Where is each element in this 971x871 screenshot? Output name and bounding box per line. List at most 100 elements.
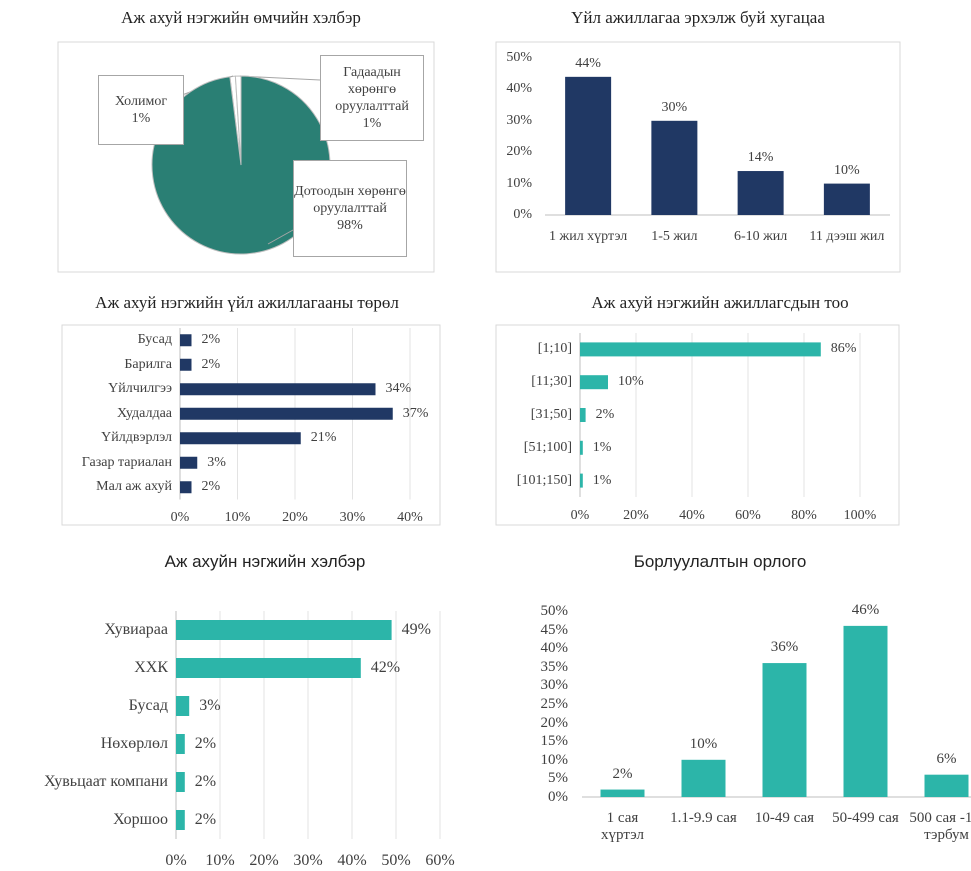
- x-tick-label: 1.1-9.9 сая: [670, 810, 737, 826]
- bar: [176, 772, 185, 792]
- bar: [737, 171, 784, 215]
- value-label: 10%: [834, 162, 860, 178]
- panel: [57, 41, 435, 273]
- bar: [843, 625, 888, 797]
- chart-title: Борлуулалтын орлого: [633, 552, 807, 571]
- x-tick-label: 1-5 жил: [651, 229, 698, 244]
- value-label: 36%: [770, 639, 799, 656]
- bar: [180, 358, 192, 371]
- bar: [823, 183, 870, 215]
- pie-label: Дотоодын хөрөнгө оруулалттай 98%: [293, 160, 407, 257]
- y-tick-label: Хувиараа: [104, 621, 168, 638]
- value-label: 34%: [385, 381, 412, 397]
- x-tick-label: 40%: [679, 508, 705, 523]
- y-tick-label: 40%: [506, 81, 532, 97]
- y-tick-label: 40%: [540, 640, 569, 657]
- value-label: 10%: [618, 374, 644, 390]
- x-tick-label: 10%: [205, 852, 235, 869]
- bar: [180, 432, 301, 445]
- y-tick-label: 50%: [506, 50, 532, 65]
- value-label: 46%: [851, 601, 880, 618]
- slice-name: Холимог: [114, 94, 168, 109]
- value-label: 2%: [612, 765, 633, 782]
- value-label: 1%: [592, 472, 612, 488]
- value-label: 2%: [201, 332, 221, 348]
- panel: [495, 41, 901, 273]
- value-label: 49%: [401, 621, 431, 638]
- y-tick-label: 15%: [540, 733, 569, 750]
- x-tick-label: 30%: [339, 510, 366, 525]
- bar: [651, 120, 698, 215]
- y-tick-label: Хоршоо: [113, 811, 168, 828]
- y-tick-label: 45%: [540, 621, 569, 638]
- value-label: 14%: [747, 150, 774, 166]
- y-tick-label: 0%: [513, 207, 532, 222]
- x-tick-label: 0%: [570, 508, 590, 523]
- chart-title: Аж ахуй нэгжийн ажиллагсдын тоо: [591, 293, 849, 312]
- x-tick-label: 0%: [170, 510, 190, 525]
- value-label: 2%: [194, 811, 217, 828]
- panel: [495, 324, 900, 526]
- chart-title: Үйл ажиллагаа эрхэлж буй хугацаа: [571, 8, 825, 27]
- bar: [180, 481, 192, 494]
- bar: [176, 620, 392, 640]
- x-tick-label: 20%: [249, 852, 279, 869]
- bar: [176, 734, 185, 754]
- x-tick-label: 6-10 жил: [733, 229, 788, 244]
- bar: [176, 658, 361, 678]
- x-tick-label: 11 дээш жил: [809, 229, 885, 244]
- bar: [180, 383, 376, 396]
- value-label: 2%: [595, 407, 615, 422]
- y-tick-label: Бусад: [128, 697, 168, 714]
- slice-name: Гадаадын хөрөнгө оруулалттай: [335, 65, 409, 114]
- value-label: 86%: [830, 341, 857, 357]
- bar: [580, 473, 583, 488]
- x-tick-label: 1 жил хүртэл: [549, 229, 628, 244]
- slice-value: 98%: [337, 218, 363, 233]
- y-tick-label: [51;100]: [523, 439, 572, 455]
- bar: [762, 663, 807, 797]
- y-tick-label: 35%: [540, 658, 569, 675]
- panel: [61, 324, 441, 526]
- y-tick-label: 0%: [548, 789, 568, 805]
- value-label: 10%: [689, 735, 718, 752]
- y-tick-label: Хувьцаат компани: [44, 773, 168, 790]
- value-label: 2%: [194, 773, 217, 790]
- y-tick-label: Барилга: [124, 356, 172, 372]
- bar: [180, 456, 198, 469]
- y-tick-label: 10%: [506, 175, 532, 191]
- y-tick-label: Нөхөрлөл: [100, 735, 168, 752]
- y-tick-label: 50%: [540, 603, 569, 619]
- y-tick-label: 20%: [506, 144, 532, 160]
- slice-value: 1%: [131, 111, 151, 126]
- bar: [180, 334, 192, 347]
- x-tick-label: 1 сая хүртэл: [601, 810, 644, 843]
- bar: [924, 774, 969, 797]
- y-tick-label: Худалдаа: [117, 405, 172, 421]
- value-label: 1%: [592, 439, 612, 455]
- value-label: 2%: [201, 356, 221, 372]
- x-tick-label: 0%: [165, 852, 187, 869]
- y-tick-label: Бусад: [137, 332, 172, 348]
- y-tick-label: [101;150]: [516, 472, 572, 488]
- x-tick-label: 500 сая -1.5 тэрбум: [909, 810, 971, 843]
- value-label: 30%: [661, 99, 688, 115]
- bar: [580, 440, 583, 455]
- x-tick-label: 80%: [791, 508, 817, 523]
- bar: [580, 342, 821, 357]
- y-tick-label: [31;50]: [530, 407, 572, 422]
- pie-label: Холимог 1%: [98, 75, 184, 145]
- x-tick-label: 20%: [623, 508, 649, 523]
- y-tick-label: 30%: [540, 677, 569, 694]
- chart-title: Аж ахуй нэгжийн өмчийн хэлбэр: [121, 8, 361, 27]
- leader-line: [267, 229, 294, 245]
- bar: [180, 407, 393, 420]
- x-tick-label: 60%: [425, 852, 455, 869]
- value-label: 42%: [370, 659, 401, 676]
- value-label: 3%: [207, 454, 226, 470]
- y-tick-label: [1;10]: [537, 341, 572, 357]
- chart-title: Аж ахуйн нэгжийн хэлбэр: [164, 552, 366, 571]
- bar: [176, 810, 185, 830]
